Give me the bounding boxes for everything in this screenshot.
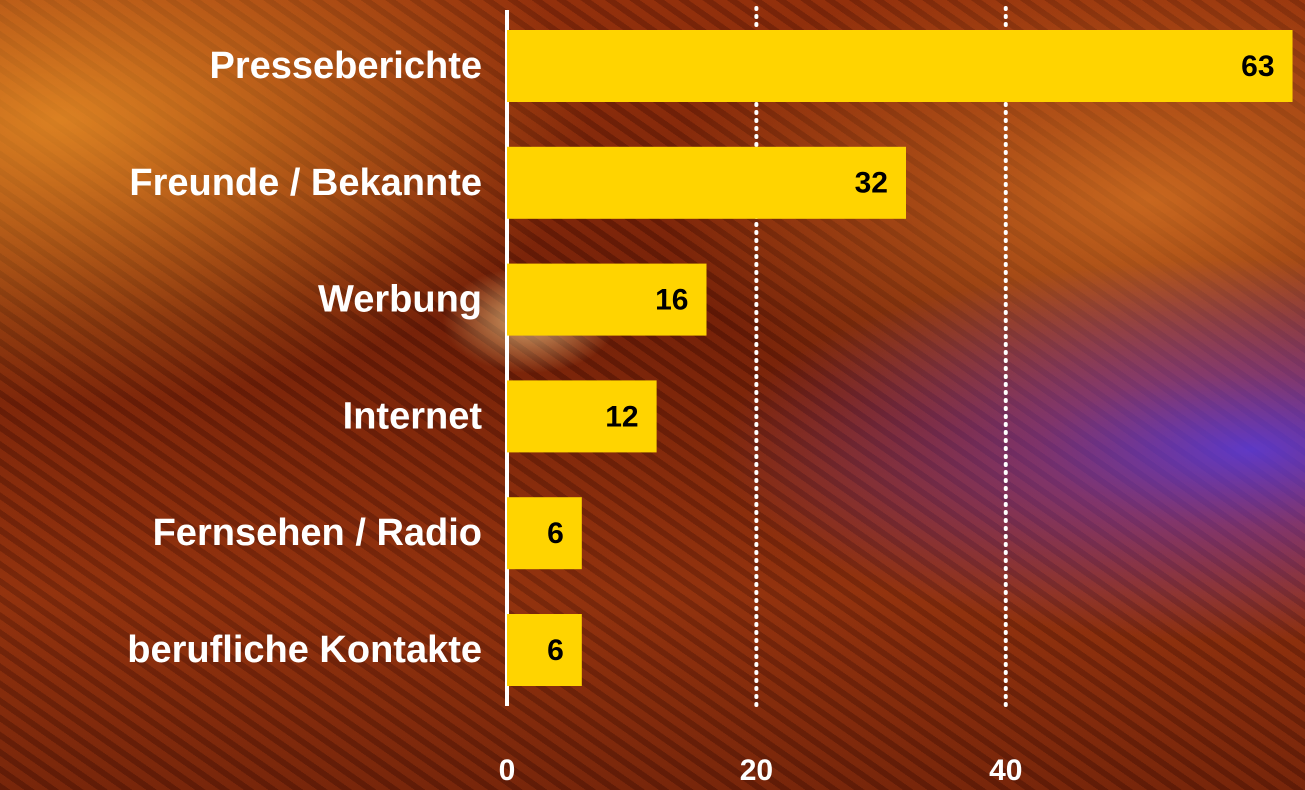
- bar: [507, 30, 1293, 102]
- category-label: Fernsehen / Radio: [153, 512, 482, 554]
- bar: [507, 380, 657, 453]
- x-tick-label: 40: [989, 754, 1022, 787]
- category-label: Internet: [343, 395, 483, 437]
- value-label: 6: [547, 634, 564, 667]
- bar: [507, 146, 906, 219]
- value-label: 6: [547, 517, 564, 550]
- category-label: Presseberichte: [210, 45, 483, 87]
- category-label: Freunde / Bekannte: [129, 162, 482, 204]
- x-tick-label: 20: [740, 754, 773, 787]
- value-label: 63: [1241, 50, 1274, 83]
- category-label: berufliche Kontakte: [127, 629, 482, 671]
- bar: [507, 614, 582, 686]
- category-label: Werbung: [318, 279, 482, 321]
- value-label: 12: [605, 400, 638, 433]
- value-label: 32: [855, 167, 888, 200]
- bar: [507, 497, 582, 570]
- value-label: 16: [655, 284, 688, 317]
- bar: [507, 263, 707, 336]
- x-tick-label: 0: [499, 754, 516, 787]
